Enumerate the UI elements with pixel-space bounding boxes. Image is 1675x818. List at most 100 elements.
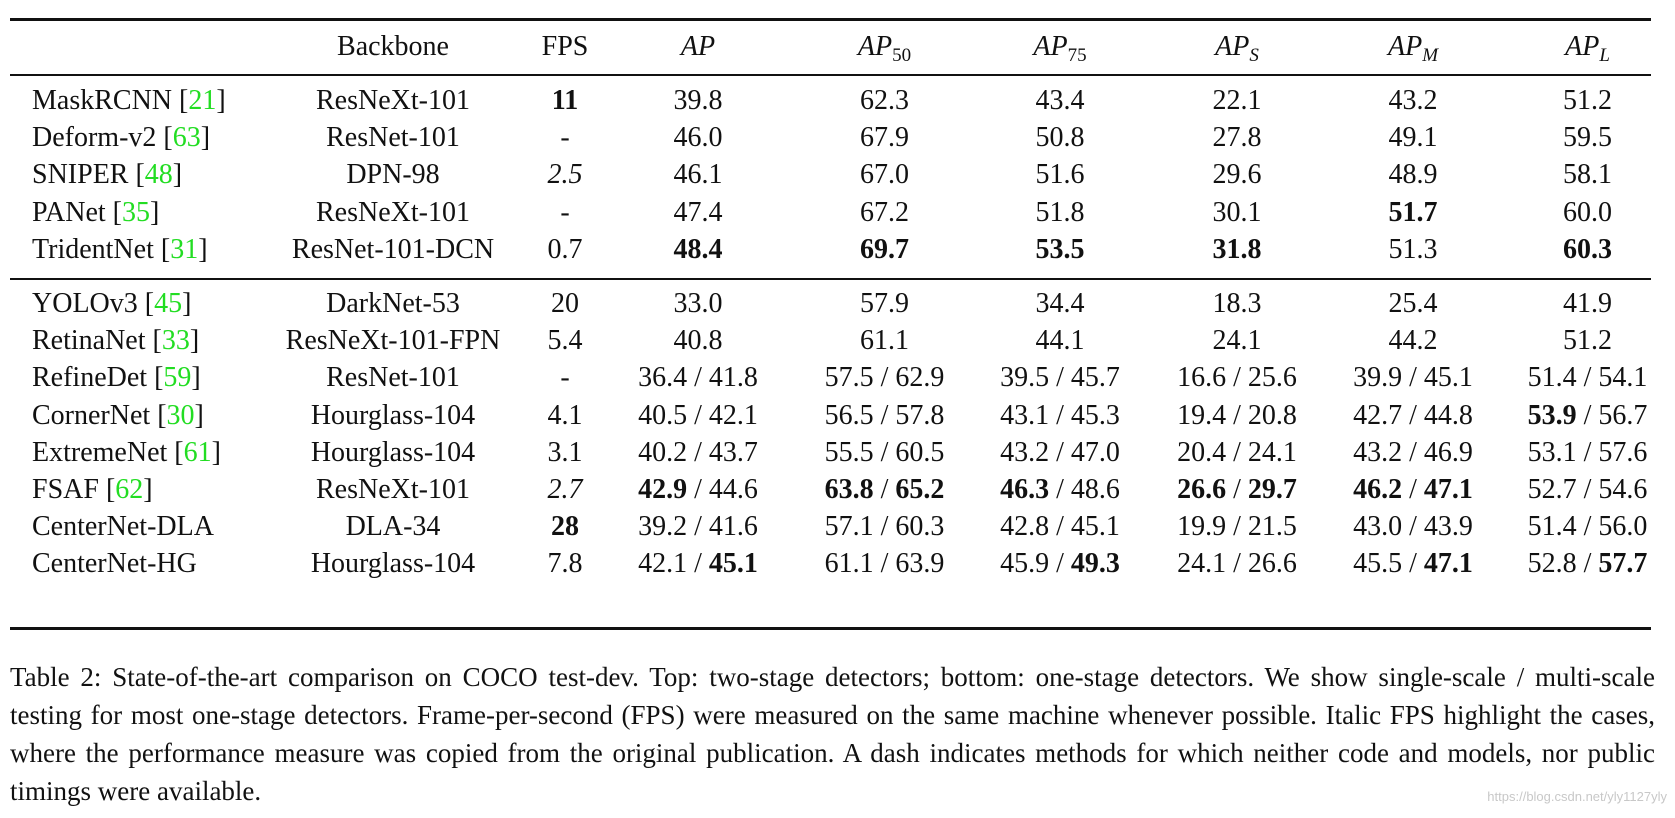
- aps-value: 24.1: [1212, 325, 1262, 357]
- ap-cell: 47.4: [613, 194, 783, 232]
- aps-cell: 16.6 / 25.6: [1177, 362, 1297, 394]
- ap-value: 46.0: [673, 122, 723, 154]
- citation-link[interactable]: 33: [161, 325, 190, 357]
- ap-cell: 39.2 / 41.6: [638, 511, 758, 543]
- citation-link[interactable]: 61: [183, 436, 212, 468]
- ap-value: 41.6: [708, 511, 758, 543]
- header-apl: APL: [1565, 31, 1610, 66]
- backbone-cell: ResNeXt-101: [316, 85, 470, 116]
- aps-value: 25.6: [1247, 362, 1297, 394]
- citation-link[interactable]: 62: [115, 474, 144, 505]
- ap75-cell: 50.8: [973, 119, 1147, 157]
- apm-value: 39.9: [1353, 362, 1403, 394]
- ap-value: 40.8: [673, 325, 723, 357]
- ap50-value: 61.1: [860, 325, 909, 357]
- fps-cell: 20: [551, 288, 579, 319]
- top-rule: [10, 18, 1651, 21]
- ap-cell: 46.0: [613, 119, 783, 157]
- method-cell: MaskRCNN [21]: [32, 85, 226, 116]
- ap-value: 45.1: [708, 548, 758, 580]
- table-row: CenterNet-DLA DLA-34 28 39.2 / 41.6 57.1 / 6…: [10, 508, 1651, 546]
- ap-value: 44.6: [708, 474, 758, 505]
- apl-value: 57.6: [1598, 436, 1648, 468]
- apl-cell: 52.8 / 57.7: [1527, 548, 1648, 580]
- apm-cell: 45.5 / 47.1: [1353, 548, 1473, 580]
- method-cell: PANet [35]: [32, 196, 160, 228]
- method-cell: CenterNet-DLA: [32, 508, 214, 546]
- bottom-rule: [10, 627, 1651, 630]
- ap-value: 48.4: [673, 233, 723, 265]
- ap75-value: 45.7: [1070, 362, 1120, 394]
- apm-value: 46.2: [1353, 474, 1403, 505]
- ap-value: 42.9: [638, 474, 688, 505]
- ap75-value: 45.1: [1070, 511, 1120, 543]
- method-cell: RetinaNet [33]: [32, 325, 200, 357]
- ap-cell: 42.1 / 45.1: [638, 548, 758, 580]
- fps-cell: 5.4: [547, 325, 583, 357]
- apm-cell: 42.7 / 44.8: [1353, 399, 1473, 431]
- method-cell: RefineDet [59]: [32, 362, 201, 394]
- citation-link[interactable]: 63: [172, 122, 201, 154]
- citation-link[interactable]: 35: [121, 196, 150, 228]
- apl-cell: 51.4 / 56.0: [1527, 511, 1648, 543]
- section-rule: [10, 278, 1651, 280]
- table-row: SNIPER [48] DPN-98 2.5 46.1 67.0 51.6 29.6 48.9…: [10, 156, 1651, 194]
- apl-cell: 59.5: [1501, 119, 1674, 157]
- ap75-value: 34.4: [1035, 288, 1085, 319]
- ap75-cell: 53.5: [973, 231, 1147, 269]
- watermark: https://blog.csdn.net/yly1127yly: [1487, 789, 1667, 804]
- aps-cell: 19.9 / 21.5: [1177, 511, 1297, 543]
- ap50-value: 61.1: [824, 548, 874, 580]
- ap50-value: 60.3: [895, 511, 945, 543]
- ap75-value: 39.5: [1000, 362, 1050, 394]
- apl-value: 54.1: [1598, 362, 1648, 394]
- method-name: CenterNet-DLA: [32, 511, 214, 543]
- ap50-value: 67.9: [860, 122, 909, 154]
- ap75-value: 43.4: [1035, 85, 1085, 116]
- apm-cell: 48.9: [1326, 156, 1500, 194]
- apl-value: 52.8: [1527, 548, 1577, 580]
- ap50-cell: 69.7: [797, 231, 972, 269]
- ap50-cell: 67.2: [797, 194, 972, 232]
- ap75-cell: 44.1: [973, 322, 1147, 360]
- ap75-value: 43.2: [1000, 436, 1050, 468]
- apm-value: 45.5: [1353, 548, 1403, 580]
- aps-cell: 30.1: [1148, 194, 1326, 232]
- aps-value: 20.8: [1247, 399, 1297, 431]
- ap75-value: 44.1: [1035, 325, 1085, 357]
- ap75-cell: 43.2 / 47.0: [1000, 436, 1120, 468]
- ap50-cell: 67.0: [797, 156, 972, 194]
- header-ap75: AP75: [1033, 31, 1087, 66]
- table-row: RetinaNet [33] ResNeXt-101-FPN 5.4 40.8 61.1…: [10, 322, 1651, 360]
- ap75-value: 42.8: [1000, 511, 1050, 543]
- aps-cell: 19.4 / 20.8: [1177, 399, 1297, 431]
- ap-cell: 33.0: [613, 285, 783, 323]
- ap-value: 46.1: [673, 159, 723, 191]
- apm-cell: 43.2 / 46.9: [1353, 436, 1473, 468]
- fps-cell: 0.7: [547, 233, 583, 265]
- apl-value: 51.2: [1563, 325, 1612, 357]
- apl-cell: 53.9 / 56.7: [1527, 399, 1648, 431]
- ap-cell: 48.4: [613, 231, 783, 269]
- ap50-cell: 57.9: [797, 285, 972, 323]
- citation-link[interactable]: 48: [144, 159, 173, 191]
- ap-value: 42.1: [638, 548, 688, 580]
- ap75-cell: 45.9 / 49.3: [1000, 548, 1120, 580]
- fps-cell: -: [560, 362, 570, 394]
- apm-cell: 43.0 / 43.9: [1353, 511, 1473, 543]
- ap50-value: 56.5: [824, 399, 874, 431]
- method-cell: YOLOv3 [45]: [32, 288, 192, 319]
- ap75-value: 51.6: [1035, 159, 1085, 191]
- citation-link[interactable]: 45: [154, 288, 183, 319]
- ap75-cell: 42.8 / 45.1: [1000, 511, 1120, 543]
- citation-link[interactable]: 21: [188, 85, 217, 116]
- citation-link[interactable]: 31: [170, 233, 199, 265]
- aps-cell: 22.1: [1148, 82, 1326, 120]
- aps-value: 21.5: [1247, 511, 1297, 543]
- ap50-cell: 61.1: [797, 322, 972, 360]
- citation-link[interactable]: 59: [163, 362, 192, 394]
- citation-link[interactable]: 30: [166, 399, 195, 431]
- apl-value: 51.2: [1563, 85, 1612, 116]
- ap50-value: 60.5: [895, 436, 945, 468]
- ap75-value: 48.6: [1070, 474, 1120, 505]
